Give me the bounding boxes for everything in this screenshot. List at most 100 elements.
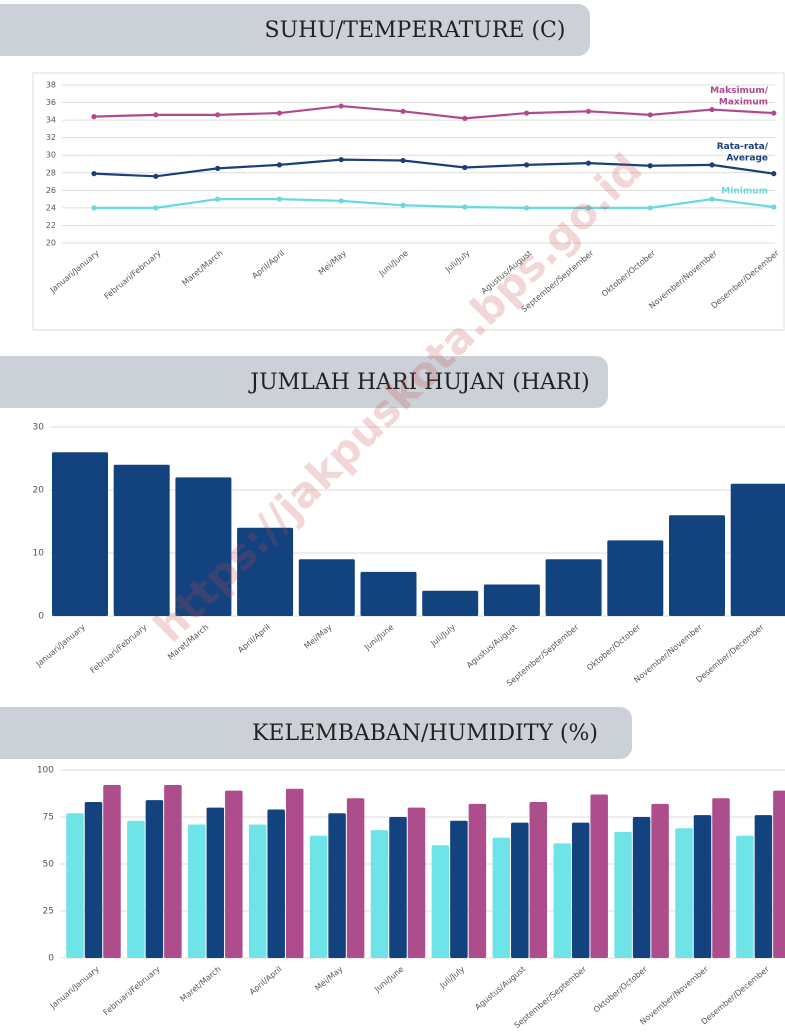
series-line: [94, 198, 774, 209]
bar: [84, 801, 103, 958]
y-tick-label: 20: [33, 486, 45, 496]
x-tick-label: Desember/December: [694, 622, 766, 684]
bar: [675, 828, 693, 958]
y-tick-label: 20: [46, 239, 56, 248]
bar: [450, 820, 468, 958]
y-tick-label: 50: [43, 860, 55, 870]
x-tick-label: Mei/May: [313, 964, 344, 992]
bar: [267, 809, 285, 958]
chart-title: JUMLAH HARI HUJAN (HARI): [248, 370, 589, 395]
x-tick-label: Juli/July: [438, 964, 467, 990]
point: [647, 205, 653, 211]
x-tick-label: Agustus/August: [465, 623, 519, 670]
x-tick-label: November/November: [647, 248, 719, 311]
x-tick-label: Mei/May: [317, 248, 348, 276]
bar: [607, 540, 664, 616]
bar: [188, 824, 206, 958]
header-banner: [0, 4, 590, 56]
x-tick-label: Juni/June: [362, 623, 395, 653]
y-tick-label: 30: [46, 151, 56, 160]
point: [524, 162, 530, 168]
bar: [360, 571, 417, 616]
point: [771, 171, 777, 177]
y-tick-label: 24: [46, 203, 56, 212]
bar: [164, 785, 182, 958]
bar: [632, 817, 651, 958]
point: [400, 108, 406, 114]
bar: [175, 477, 232, 616]
series-line: [93, 104, 774, 120]
bar: [225, 790, 243, 958]
point: [524, 110, 530, 116]
y-tick-label: 36: [46, 98, 56, 107]
point: [153, 205, 159, 211]
y-tick-label: 38: [46, 81, 56, 90]
point: [709, 106, 715, 113]
bar: [468, 803, 487, 958]
point: [153, 173, 159, 179]
bar: [328, 813, 346, 958]
bar: [511, 822, 529, 958]
y-tick-label: 0: [38, 612, 44, 622]
bar: [529, 801, 548, 958]
bar: [669, 515, 725, 616]
x-tick-label: Oktober/October: [592, 964, 650, 1014]
x-tick-label: Juni/June: [372, 965, 405, 995]
bar: [298, 559, 355, 616]
x-tick-label: Februari/February: [102, 248, 162, 301]
series-label: Minimum: [721, 187, 768, 197]
header-banner: [0, 356, 608, 408]
series-label: Rata-rata/Average: [717, 142, 769, 163]
y-tick-label: 22: [46, 221, 56, 230]
bar: [590, 794, 608, 958]
x-tick-label: Januari/January: [34, 622, 87, 669]
x-tick-label: Februari/February: [102, 964, 162, 1017]
x-tick-label: April/April: [250, 249, 286, 281]
bar: [389, 817, 407, 958]
x-tick-label: November/November: [632, 622, 704, 685]
bar: [553, 843, 571, 958]
bar: [422, 590, 479, 616]
point: [91, 171, 97, 177]
bar: [248, 824, 267, 958]
y-tick-label: 34: [46, 116, 56, 125]
chart-title: SUHU/TEMPERATURE (C): [265, 18, 566, 43]
point: [524, 205, 530, 211]
x-tick-label: Juni/June: [377, 249, 410, 279]
x-tick-label: Februari/February: [88, 622, 148, 675]
point: [400, 202, 406, 208]
bar: [431, 845, 450, 958]
y-tick-label: 10: [33, 549, 45, 559]
x-tick-label: Oktober/October: [585, 622, 643, 672]
y-tick-label: 0: [48, 954, 54, 964]
x-tick-label: September/September: [505, 622, 581, 688]
bar: [309, 835, 328, 958]
y-tick-label: 30: [33, 423, 45, 433]
y-tick-label: 75: [43, 813, 54, 823]
point: [153, 112, 159, 118]
point: [91, 205, 97, 211]
point: [585, 160, 592, 166]
point: [647, 112, 653, 118]
bar: [492, 837, 511, 958]
bar: [730, 483, 785, 616]
bar: [407, 807, 426, 958]
x-tick-label: April/April: [236, 623, 272, 655]
x-tick-label: Maret/March: [179, 965, 223, 1004]
y-tick-label: 28: [46, 168, 56, 177]
x-tick-label: Juli/July: [443, 248, 472, 274]
point: [709, 196, 715, 202]
y-tick-label: 26: [46, 186, 56, 195]
chart-title: KELEMBABAN/HUMIDITY (%): [252, 721, 598, 746]
point: [771, 204, 777, 210]
point: [91, 114, 97, 120]
series-line: [93, 158, 774, 178]
point: [771, 110, 777, 116]
point: [215, 165, 221, 171]
point: [585, 108, 592, 114]
bar: [127, 820, 145, 958]
bar: [346, 798, 365, 958]
x-tick-label: November/November: [638, 964, 710, 1027]
point: [338, 198, 344, 204]
